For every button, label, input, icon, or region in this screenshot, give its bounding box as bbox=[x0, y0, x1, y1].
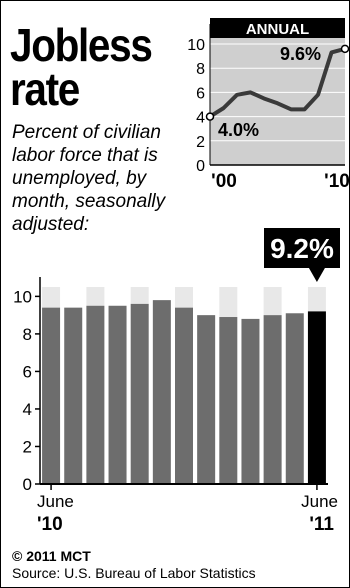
y-tick-label: 8 bbox=[23, 325, 32, 344]
bar bbox=[263, 315, 282, 484]
source-note: Source: U.S. Bureau of Labor Statistics bbox=[12, 565, 256, 581]
bar bbox=[64, 307, 83, 484]
y-tick-label: 6 bbox=[23, 362, 32, 381]
inset-end-label: 9.6% bbox=[280, 44, 321, 64]
credit: © 2011 MCT bbox=[12, 548, 91, 564]
inset-y-tick-label: 0 bbox=[196, 158, 205, 175]
bar bbox=[219, 317, 238, 484]
bar bbox=[175, 307, 193, 484]
inset-background bbox=[210, 24, 345, 165]
bar bbox=[152, 300, 171, 484]
y-tick-label: 0 bbox=[23, 475, 32, 494]
bar bbox=[86, 305, 105, 484]
inset-header-label: ANNUAL bbox=[246, 21, 309, 38]
callout-box bbox=[264, 228, 340, 282]
inset-header bbox=[210, 18, 345, 38]
inset-y-tick-label: 6 bbox=[196, 85, 205, 102]
inset-start-label: 4.0% bbox=[218, 120, 259, 140]
bar-background-band bbox=[42, 287, 61, 308]
bar-highlight bbox=[307, 311, 326, 484]
inset-y-tick-label: 10 bbox=[187, 37, 205, 54]
inset-y-tick-label: 4 bbox=[196, 110, 205, 127]
inset-y-tick-label: 8 bbox=[196, 61, 205, 78]
title-line-1: Jobless bbox=[10, 19, 153, 71]
y-tick-label: 10 bbox=[13, 287, 32, 306]
inset-x-tick-label: '00 bbox=[211, 171, 237, 192]
bar bbox=[130, 303, 149, 484]
bar bbox=[285, 313, 304, 484]
bar bbox=[197, 315, 216, 484]
y-tick-label: 2 bbox=[23, 437, 32, 456]
inset-x-tick-label: '10 bbox=[324, 171, 350, 192]
bar-background-band bbox=[86, 287, 105, 306]
inset-start-point bbox=[205, 112, 215, 121]
callout-label: 9.2% bbox=[270, 233, 334, 264]
bar-background-band bbox=[307, 287, 326, 312]
annual-line-chart: ANNUAL 0 2 4 6 8 10 '00 '10 4.0% 9.6% bbox=[187, 18, 350, 192]
bar-background-band bbox=[219, 287, 238, 318]
bar-background-band bbox=[175, 287, 193, 308]
x-label-start-year: '10 bbox=[37, 514, 63, 535]
title: Jobless rate bbox=[10, 19, 153, 115]
bar bbox=[108, 305, 127, 484]
inset-y-tick-label: 2 bbox=[196, 134, 205, 151]
inset-series-line bbox=[208, 46, 346, 119]
bar bbox=[241, 318, 260, 484]
bar-background-band bbox=[130, 287, 149, 304]
subtitle: Percent of civilian labor force that is … bbox=[12, 122, 166, 235]
bar-background-band bbox=[263, 287, 282, 316]
x-label-end-year: '11 bbox=[309, 514, 334, 535]
x-label-start-month: June bbox=[37, 492, 74, 511]
y-tick-label: 4 bbox=[23, 400, 32, 419]
bar bbox=[42, 307, 61, 484]
x-label-end-month: June bbox=[301, 492, 338, 511]
inset-end-point bbox=[340, 44, 350, 54]
title-line-2: rate bbox=[10, 63, 80, 115]
